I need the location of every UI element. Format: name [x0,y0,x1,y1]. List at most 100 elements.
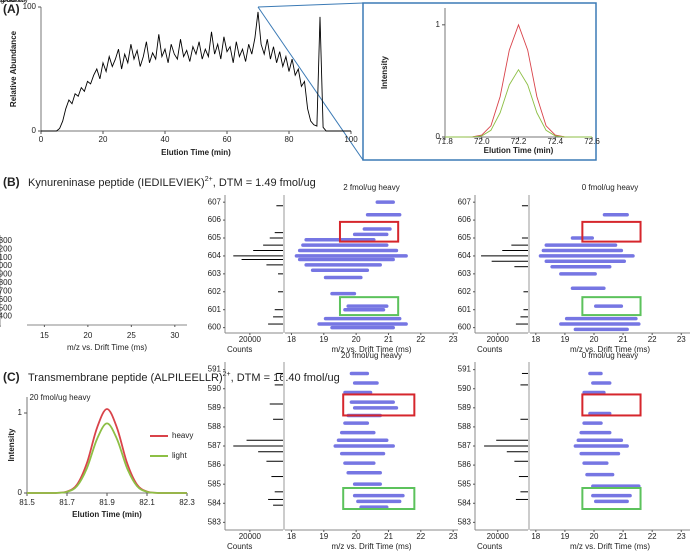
y-tick-label: 1200 [0,244,13,253]
y-tick-label: 400 [0,312,13,321]
series-line [41,11,351,132]
chart-title: 0 fmol/ug heavy [582,351,638,360]
x-axis-label: Elution Time (min) [72,510,142,519]
heatmap-streak [591,381,612,385]
y-axis-label: Relative Abundance [9,30,18,107]
pane-separator [528,195,530,333]
y-tick-label: 607 [208,197,222,206]
chart-title: 2 fmol/ug heavy [343,183,399,192]
x-tick-label: 20 [590,335,599,344]
counts-label: Counts [477,345,502,354]
y-tick-label: 584 [208,498,222,507]
panel-heading: Transmembrane peptide (ALPILEELLR)2+, DT… [28,371,340,384]
counts-label: Counts [0,0,25,4]
x-tick-label: 82.1 [139,498,155,507]
y-tick-label: 588 [458,422,472,431]
x-tick-label: 18 [287,335,296,344]
x-axis-label: Elution Time (min) [484,146,554,155]
counts-label: Counts [227,542,252,551]
panel-label: (B) [3,175,20,189]
y-tick-label: 585 [458,479,472,488]
y-tick-label: 583 [458,517,472,526]
x-tick-label: 82.3 [179,498,195,507]
heatmap-streak [339,430,376,435]
y-tick-label: 1100 [0,253,13,262]
y-tick-label: 602 [458,287,472,296]
y-tick-label: 603 [208,269,222,278]
series-line [26,408,187,494]
y-tick-label: 900 [0,270,13,279]
y-tick-label: 602 [208,287,222,296]
charge: 2+ [223,371,231,378]
heatmap-streak [573,327,629,332]
series-line [445,68,592,138]
x-tick-label: 18 [531,532,540,541]
heatmap-streak [294,254,408,258]
heatmap-streak [579,430,612,435]
x-tick-label: 71.8 [437,137,453,146]
heatmap-streak [343,390,373,395]
heatmap-streak [585,472,615,477]
zoom-line [257,2,364,8]
x-tick-label: 0 [39,135,44,144]
x-tick-label: 15 [40,331,49,340]
y-tick-label: 586 [458,460,472,469]
y-tick-label: 800 [0,278,13,287]
x-axis-label: Elution Time (min) [161,148,231,157]
y-tick-label: 583 [208,517,222,526]
x-tick-label: 19 [319,335,328,344]
heatmap-streak [582,461,609,465]
y-tick-label: 605 [208,233,222,242]
counts-tick-label: 20000 [487,532,510,541]
heatmap-streak [570,286,606,290]
x-tick-label: 20 [99,135,108,144]
y-tick-label: 601 [208,305,222,314]
inset-frame [362,2,597,161]
y-tick-label: 600 [0,295,13,304]
chart-title: 20 fmol/ug heavy [30,393,91,402]
heatmap-streak [343,421,370,425]
heatmap-streak [582,390,606,395]
x-tick-label: 18 [531,335,540,344]
y-tick-label: 601 [458,305,472,314]
x-tick-label: 19 [560,335,569,344]
heatmap-streak [297,257,395,262]
x-tick-label: 20 [590,532,599,541]
x-tick-label: 22 [648,532,657,541]
heatmap-streak [573,444,629,448]
counts-label: Counts [477,542,502,551]
x-tick-label: 19 [560,532,569,541]
x-tick-label: 21 [384,335,393,344]
heatmap-streak [352,406,399,410]
x-tick-label: 25 [127,331,136,340]
heatmap-streak [594,304,624,308]
heatmap-streak [550,264,612,269]
heading: Transmembrane peptide (ALPILEELLR) [28,372,223,384]
heatmap-streak [352,482,383,486]
y-tick-label: 604 [208,251,222,260]
x-tick-label: 72.4 [547,137,563,146]
x-axis-label: m/z vs. Drift Time (ms) [570,542,650,551]
heatmap-streak [352,493,405,498]
heatmap-streak [317,322,408,326]
heatmap-streak [538,254,635,258]
y-tick-label: 0 [18,488,23,497]
y-axis-label: Intensity [7,428,16,461]
highlight-box [342,487,416,510]
x-axis-label: m/z vs. Drift Time (ms) [332,542,412,551]
y-tick-label: 606 [208,215,222,224]
y-tick-label: 607 [458,197,472,206]
heading-note: , DTM = 16.40 fmol/ug [231,372,340,384]
pane-separator [528,362,530,530]
heatmap-streak [544,259,626,264]
y-tick-label: 0 [32,126,37,135]
heatmap-streak [579,451,621,456]
series-line [445,23,592,138]
counts-label: Counts [227,345,252,354]
heatmap-streak [330,325,395,330]
heatmap-streak [359,505,389,509]
heatmap-streak [339,451,386,456]
heatmap-streak [297,248,399,253]
y-tick-label: 591 [458,365,472,374]
x-tick-label: 20 [352,532,361,541]
